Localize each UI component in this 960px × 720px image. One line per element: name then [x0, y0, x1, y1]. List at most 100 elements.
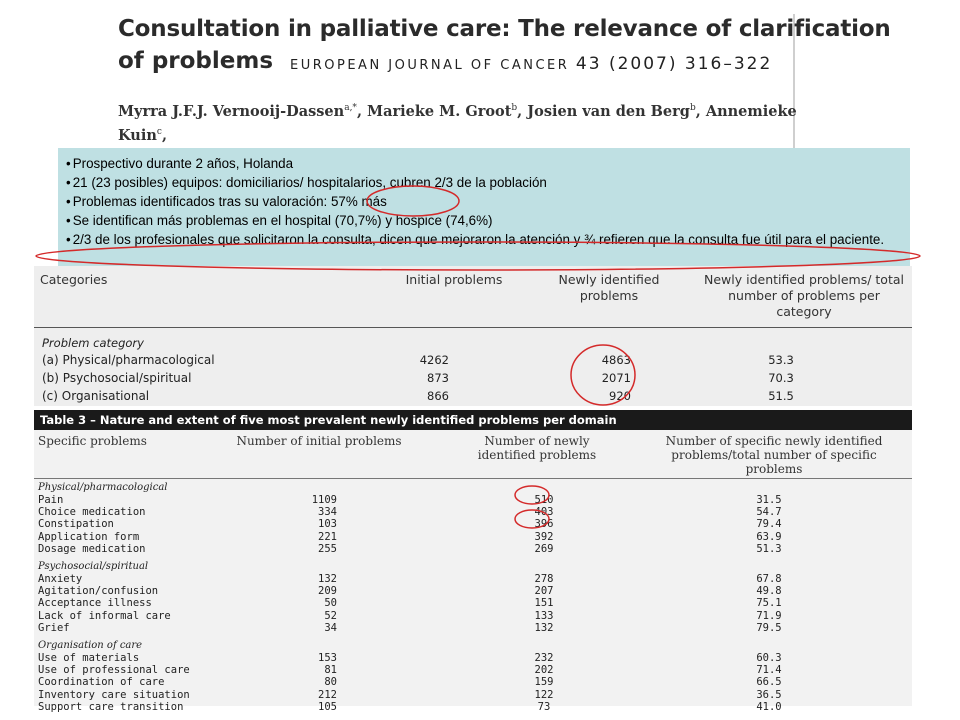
- table1-cell-initial: 866: [427, 389, 449, 403]
- table1-cell-ratio: 70.3: [768, 371, 794, 385]
- table1-row-label: (c) Organisational: [42, 389, 150, 403]
- table3-cell-initial: 52: [324, 609, 337, 622]
- t3-col-header-initial: Number of initial problems: [236, 434, 402, 448]
- author-name: Myrra J.F.J. Vernooij-Dassen: [118, 102, 345, 120]
- journal-issue: 43 (2007) 316–322: [575, 54, 773, 74]
- table3-cell-newly: 207: [534, 585, 554, 598]
- journal-citation: EUROPEAN JOURNAL OF CANCER 43 (2007) 316…: [290, 54, 772, 74]
- table3-cell-initial: 255: [318, 542, 337, 555]
- table3-row-label: Use of materials: [38, 652, 140, 664]
- table1-cell-ratio: 51.5: [768, 389, 794, 403]
- table3-cell-ratio: 79.5: [756, 621, 782, 634]
- table3-row-label: Anxiety: [38, 573, 83, 585]
- t3-col-header-ratio: Number of specific newly identified prob…: [665, 434, 883, 476]
- table3-cell-newly: 202: [534, 664, 554, 677]
- table3-cell-initial: 50: [324, 597, 337, 610]
- table3-section-label: Psychosocial/spiritual: [38, 561, 149, 572]
- table3-cell-ratio: 41.0: [756, 700, 782, 713]
- summary-bullet: Problemas identificados tras su valoraci…: [66, 192, 910, 211]
- table3-cell-ratio: 66.5: [756, 676, 782, 689]
- table3-cell-newly: 151: [534, 597, 554, 610]
- table3-row-label: Dosage medication: [38, 542, 146, 555]
- author-affiliation: a,*: [344, 103, 357, 113]
- table3-cell-initial: 103: [318, 518, 337, 531]
- table3-cell-ratio: 79.4: [756, 518, 782, 531]
- table1-cell-newly: 4863: [601, 353, 631, 367]
- table3-cell-ratio: 54.7: [756, 506, 782, 519]
- table3-cell-newly: 392: [534, 530, 554, 543]
- journal-name: EUROPEAN JOURNAL OF CANCER: [290, 58, 570, 73]
- table3-row-label: Constipation: [38, 518, 114, 531]
- author-affiliation: b: [511, 103, 518, 113]
- table3-row-label: Coordination of care: [38, 676, 165, 689]
- table3-row-label: Choice medication: [38, 506, 146, 519]
- table1-cell-ratio: 53.3: [768, 353, 794, 367]
- table3-cell-newly: 159: [534, 676, 554, 689]
- table3-cell-ratio: 67.8: [756, 573, 782, 585]
- table3-cell-initial: 132: [318, 573, 337, 585]
- summary-bullet: Prospectivo durante 2 años, Holanda: [66, 154, 910, 173]
- table3-cell-ratio: 36.5: [756, 688, 782, 701]
- annotation-circle-constipation: [514, 509, 550, 529]
- author-name: Annemieke Kuin: [118, 102, 797, 144]
- table1-cell-initial: 4262: [419, 353, 449, 367]
- table3-row-label: Agitation/confusion: [38, 585, 159, 598]
- table3-cell-ratio: 75.1: [756, 597, 782, 610]
- table1-section-label: Problem category: [42, 336, 144, 350]
- author-name: Marieke M. Groot: [367, 102, 512, 120]
- table3-cell-newly: 232: [534, 652, 554, 664]
- table1-row-label: (a) Physical/pharmacological: [42, 353, 215, 367]
- table3-row-label: Grief: [38, 621, 70, 634]
- table3-cell-initial: 80: [324, 676, 337, 689]
- table3-row-label: Lack of informal care: [38, 609, 171, 622]
- table3-cell-initial: 334: [318, 506, 337, 519]
- article-title-continued: of problems: [118, 48, 274, 74]
- annotation-circle-pain: [514, 485, 550, 505]
- table1-header-rule: [34, 327, 912, 328]
- table3-cell-newly: 122: [534, 688, 554, 701]
- table3-cell-newly: 133: [534, 609, 554, 622]
- table-problem-categories: Categories Initial problems Newly identi…: [34, 266, 912, 406]
- table3-row-label: Support care transition: [38, 700, 184, 713]
- col-header-categories: Categories: [40, 272, 108, 287]
- table3-cell-initial: 34: [324, 621, 337, 634]
- author-name: Josien van den Berg: [527, 102, 690, 120]
- table3-cell-newly: 269: [534, 542, 554, 555]
- article-title: Consultation in palliative care: The rel…: [118, 16, 891, 42]
- t3-col-header-newly: Number of newly identified problems: [477, 434, 597, 462]
- table3-cell-initial: 81: [324, 664, 337, 677]
- table3-cell-ratio: 60.3: [756, 652, 782, 664]
- table1-cell-initial: 873: [427, 371, 449, 385]
- summary-bullet: Se identifican más problemas en el hospi…: [66, 211, 910, 230]
- table1-row-label: (b) Psychosocial/spiritual: [42, 371, 192, 385]
- table3-row-label: Inventory care situation: [38, 688, 190, 701]
- table3-cell-initial: 1109: [311, 494, 337, 506]
- table3-row-label: Use of professional care: [38, 664, 190, 677]
- author-affiliation: c: [156, 126, 162, 137]
- table3-cell-ratio: 63.9: [756, 530, 782, 543]
- table3-cell-initial: 209: [318, 585, 337, 598]
- table3-header-rule: [34, 478, 912, 479]
- table3-cell-initial: 212: [318, 688, 337, 701]
- t3-col-header-specific: Specific problems: [38, 434, 147, 448]
- table3-cell-ratio: 31.5: [756, 494, 782, 506]
- col-header-ratio: Newly identified problems/ total number …: [704, 272, 904, 319]
- table-prevalent-problems: Specific problems Number of initial prob…: [34, 410, 912, 713]
- table3-row-label: Acceptance illness: [38, 597, 152, 610]
- table3-row-label: Application form: [38, 530, 140, 543]
- col-header-initial: Initial problems: [405, 272, 503, 287]
- table3-cell-initial: 153: [318, 652, 337, 664]
- author-line-1: Myrra J.F.J. Vernooij-Dassena,*, Marieke…: [118, 102, 797, 144]
- table3-cell-ratio: 71.9: [756, 609, 782, 622]
- table3-section-label: Physical/pharmacological: [38, 482, 168, 493]
- page-edge-divider: [793, 14, 795, 148]
- table3-section-label: Organisation of care: [38, 640, 143, 651]
- annotation-circle-57-percent: [366, 185, 460, 217]
- table3-caption: Table 3 – Nature and extent of five most…: [34, 410, 912, 430]
- table3-cell-newly: 278: [534, 573, 554, 585]
- table3-cell-newly: 132: [534, 621, 554, 634]
- table3-row-label: Pain: [38, 494, 64, 506]
- annotation-ellipse-conclusion: [35, 241, 921, 271]
- table3-cell-initial: 221: [318, 530, 337, 543]
